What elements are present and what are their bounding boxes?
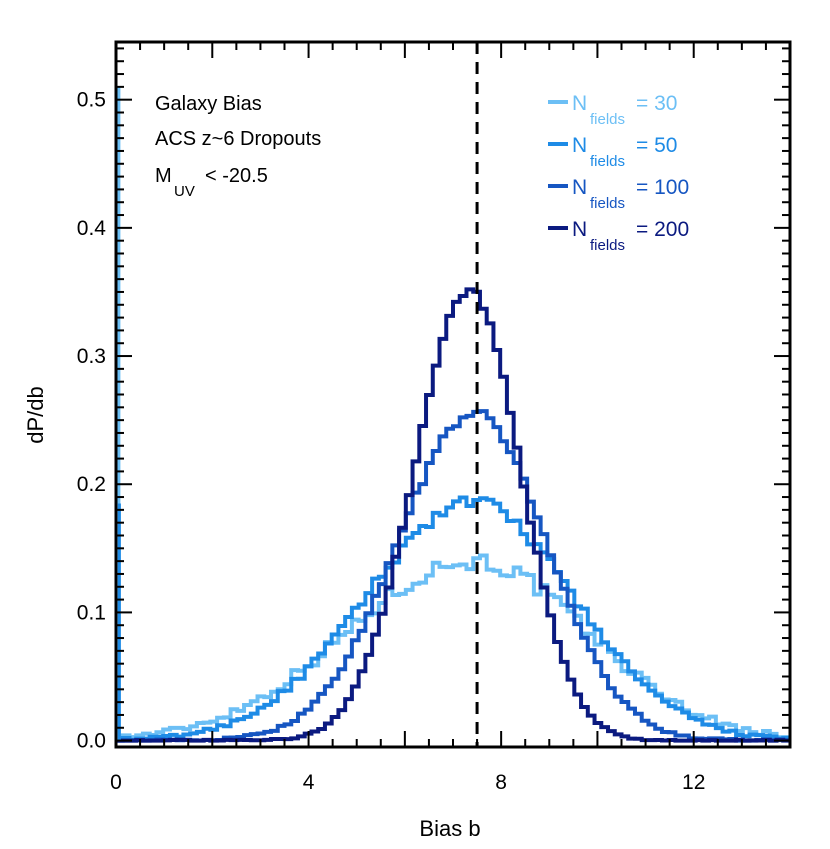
y-tick-label: 0.2	[77, 473, 106, 496]
legend-label-main: N	[572, 134, 587, 157]
histogram-series-2	[116, 495, 790, 743]
legend-label-main: N	[572, 218, 587, 241]
legend-label-value: = 30	[636, 92, 677, 115]
x-axis-label: Bias b	[419, 816, 480, 841]
legend-label-main: N	[572, 176, 587, 199]
x-tick-label: 0	[110, 771, 122, 794]
legend-label-sub: fields	[590, 111, 625, 128]
legend-label-main: N	[572, 92, 587, 115]
x-tick-label: 8	[495, 771, 507, 794]
y-tick-label: 0.1	[77, 601, 106, 624]
y-tick-label: 0.3	[77, 345, 106, 368]
annotation-galaxy-bias: Galaxy Bias	[155, 93, 262, 115]
annotation-muv-m: M	[155, 165, 172, 187]
histogram-series-4	[116, 287, 790, 743]
legend-label-value: = 200	[636, 218, 689, 241]
legend-label-value: = 100	[636, 176, 689, 199]
annotation-muv-sub: UV	[174, 183, 195, 200]
legend-label-value: = 50	[636, 134, 677, 157]
y-tick-label: 0.5	[77, 89, 106, 112]
y-tick-label: 0.0	[77, 730, 106, 753]
legend-label-sub: fields	[590, 153, 625, 170]
histogram-series-1	[116, 553, 790, 742]
x-tick-label: 12	[682, 771, 705, 794]
histogram-series-3	[116, 409, 790, 743]
y-tick-label: 0.4	[77, 217, 107, 240]
y-axis-label: dP/db	[23, 386, 48, 444]
axes: 0 4 8 12 0.0 0.1 0.2 0.3 0.4 0.5	[77, 40, 792, 794]
annotation-muv-limit: < -20.5	[205, 165, 268, 187]
legend-label-sub: fields	[590, 237, 625, 254]
annotation-acs-dropouts: ACS z~6 Dropouts	[155, 128, 321, 150]
x-tick-label: 4	[303, 771, 315, 794]
legend-label-sub: fields	[590, 195, 625, 212]
